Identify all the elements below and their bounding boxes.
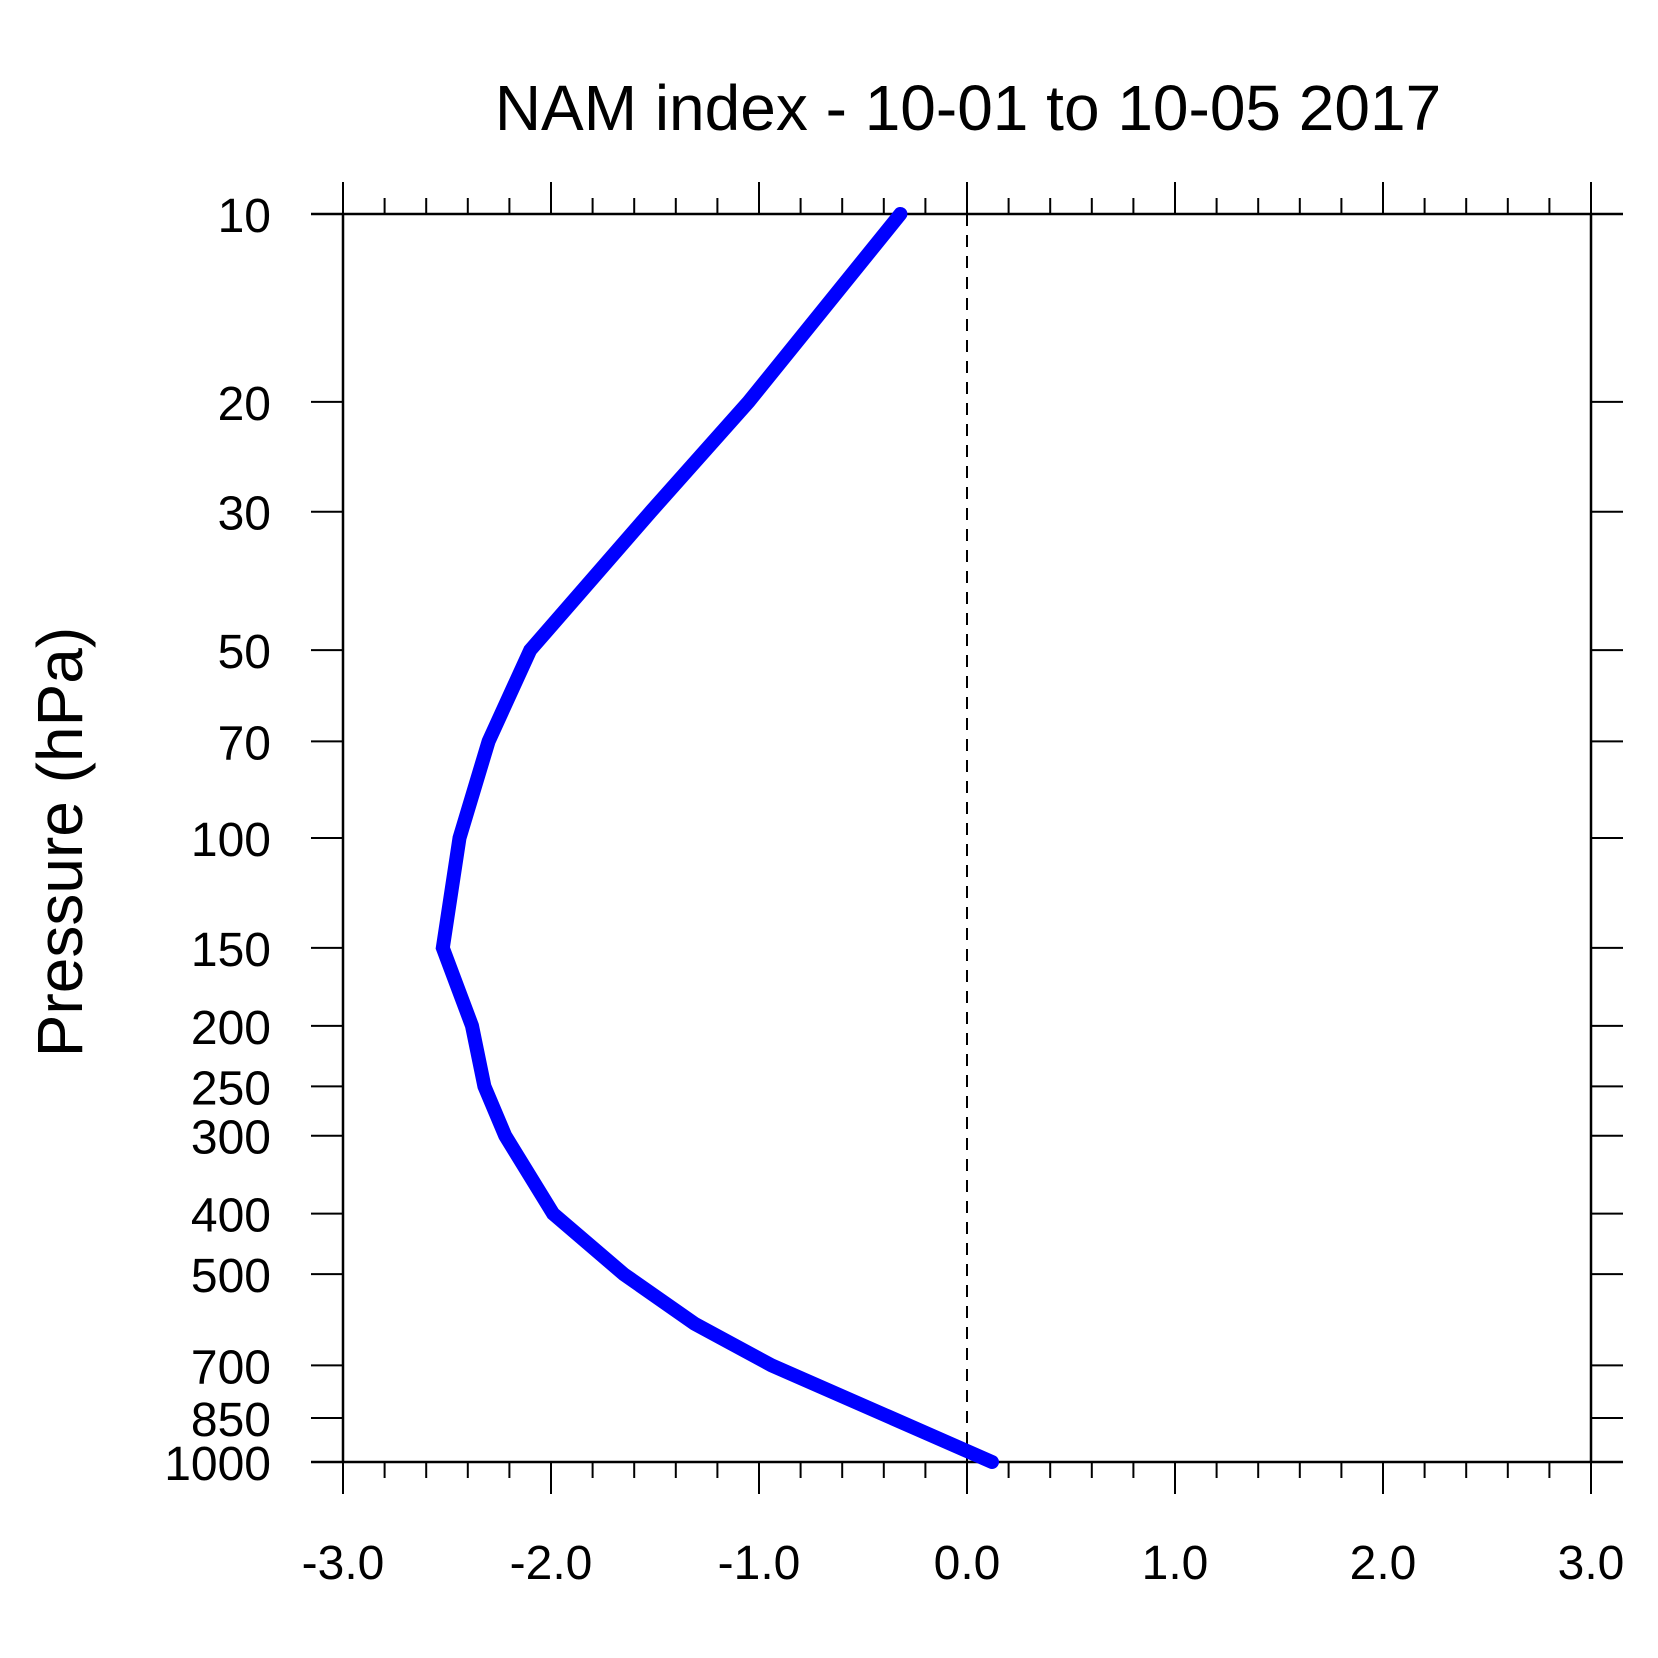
y-tick-label: 1000 bbox=[164, 1438, 271, 1491]
y-tick-label: 400 bbox=[191, 1190, 271, 1243]
nam-index-line bbox=[435, 207, 999, 1469]
x-tick-label: -3.0 bbox=[302, 1537, 385, 1590]
y-tick-label: 30 bbox=[218, 488, 271, 541]
y-axis-label: Pressure (hPa) bbox=[24, 627, 96, 1057]
y-tick-label: 70 bbox=[218, 717, 271, 770]
x-tick-label: -2.0 bbox=[510, 1537, 593, 1590]
y-tick-label: 20 bbox=[218, 378, 271, 431]
chart-title: NAM index - 10-01 to 10-05 2017 bbox=[495, 72, 1441, 144]
y-tick-label: 10 bbox=[218, 190, 271, 243]
y-tick-label: 50 bbox=[218, 626, 271, 679]
x-tick-label: 3.0 bbox=[1558, 1537, 1625, 1590]
x-tick-label: -1.0 bbox=[718, 1537, 801, 1590]
y-tick-label: 200 bbox=[191, 1002, 271, 1055]
y-tick-label: 150 bbox=[191, 924, 271, 977]
x-tick-label: 0.0 bbox=[934, 1537, 1001, 1590]
y-tick-label: 850 bbox=[191, 1394, 271, 1447]
y-tick-label: 500 bbox=[191, 1250, 271, 1303]
x-tick-label: 1.0 bbox=[1142, 1537, 1209, 1590]
x-tick-label: 2.0 bbox=[1350, 1537, 1417, 1590]
y-tick-label: 250 bbox=[191, 1062, 271, 1115]
plot-area: -3.0 -2.0 -1.0 0.0 1.0 2.0 3.0 10 20 30 50 70 100 150… bbox=[164, 182, 1624, 1590]
y-tick-label: 100 bbox=[191, 814, 271, 867]
y-tick-label: 700 bbox=[191, 1341, 271, 1394]
y-tick-label: 300 bbox=[191, 1112, 271, 1165]
